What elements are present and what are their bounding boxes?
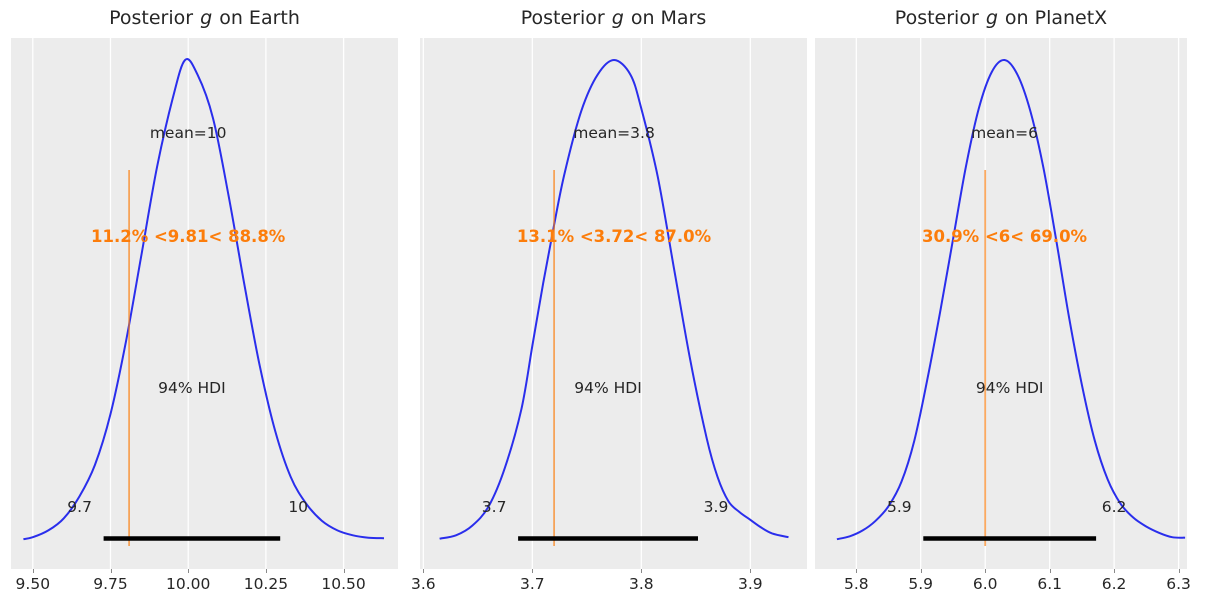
- plot-area: mean=6 30.9% <6< 69.0% 94% HDI 5.9 6.2: [815, 38, 1187, 569]
- mean-label: mean=10: [149, 124, 227, 142]
- x-tick-mark: [1178, 569, 1180, 573]
- hdi-label: 94% HDI: [574, 379, 642, 397]
- x-tick-mark: [1114, 569, 1116, 573]
- plot-area: mean=10 11.2% <9.81< 88.8% 94% HDI 9.7 10: [11, 38, 398, 569]
- x-tick-label: 6.2: [1101, 575, 1127, 593]
- kde-curve: [439, 59, 789, 540]
- hdi-low-label: 9.7: [67, 498, 92, 516]
- x-tick-mark: [532, 569, 534, 573]
- panel-title: Posterior g on Mars: [521, 7, 707, 29]
- x-tick-mark: [920, 569, 922, 573]
- plot-canvas: [836, 38, 1186, 569]
- x-tick-mark: [110, 569, 112, 573]
- x-tick-label: 5.9: [908, 575, 934, 593]
- plot-area: mean=3.8 13.1% <3.72< 87.0% 94% HDI 3.7 3.9: [420, 38, 807, 569]
- x-tick-mark: [750, 569, 752, 573]
- x-tick-label: 5.8: [843, 575, 869, 593]
- x-tick-mark: [856, 569, 858, 573]
- x-tick-label: 9.50: [15, 575, 51, 593]
- x-tick-label: 9.75: [93, 575, 128, 593]
- hdi-high-label: 6.2: [1101, 498, 1127, 516]
- plot-canvas: [23, 38, 385, 569]
- panel-title: Posterior g on Earth: [109, 7, 300, 29]
- x-tick-label: 3.7: [519, 575, 545, 593]
- x-tick-mark: [188, 569, 190, 573]
- x-tick-label: 6.0: [972, 575, 998, 593]
- mean-label: mean=3.8: [573, 124, 655, 142]
- panel-title-suffix: on PlanetX: [998, 7, 1108, 29]
- x-tick-mark: [641, 569, 643, 573]
- hdi-low-label: 5.9: [886, 498, 912, 516]
- x-tick-label: 3.8: [628, 575, 654, 593]
- x-tick-mark: [32, 569, 34, 573]
- hdi-high-label: 3.9: [703, 498, 729, 516]
- panel-title-prefix: Posterior: [520, 7, 611, 29]
- x-tick-label: 10.25: [243, 575, 289, 593]
- x-tick-label: 10.00: [166, 575, 211, 593]
- x-tick-mark: [985, 569, 987, 573]
- plot-canvas: [422, 38, 789, 569]
- hdi-high-label: 10: [288, 498, 309, 516]
- mean-label: mean=6: [971, 124, 1038, 142]
- ref-interval-label: 13.1% <3.72< 87.0%: [516, 227, 712, 246]
- panel-title-variable: g: [985, 7, 998, 29]
- x-tick-mark: [1049, 569, 1051, 573]
- hdi-label: 94% HDI: [158, 379, 226, 397]
- x-tick-label: 10.50: [321, 575, 366, 593]
- x-tick-label: 6.3: [1166, 575, 1191, 593]
- kde-curve: [836, 58, 1186, 541]
- panel-title-prefix: Posterior: [109, 7, 200, 29]
- panel-title-prefix: Posterior: [894, 7, 985, 29]
- x-tick-mark: [423, 569, 425, 573]
- hdi-label: 94% HDI: [975, 379, 1044, 397]
- panel-title-suffix: on Mars: [624, 7, 707, 29]
- panel-title: Posterior g on PlanetX: [895, 7, 1107, 29]
- x-tick-label: 3.9: [737, 575, 763, 593]
- x-tick-mark: [343, 569, 345, 573]
- panel-title-variable: g: [200, 7, 213, 29]
- ref-interval-label: 30.9% <6< 69.0%: [921, 227, 1088, 246]
- kde-curve: [23, 58, 385, 541]
- x-tick-label: 3.6: [410, 575, 436, 593]
- panel-title-suffix: on Earth: [213, 7, 300, 29]
- hdi-low-label: 3.7: [481, 498, 507, 516]
- ref-interval-label: 11.2% <9.81< 88.8%: [91, 227, 286, 246]
- x-tick-label: 6.1: [1037, 575, 1063, 593]
- panel-title-variable: g: [611, 7, 624, 29]
- x-tick-mark: [265, 569, 267, 573]
